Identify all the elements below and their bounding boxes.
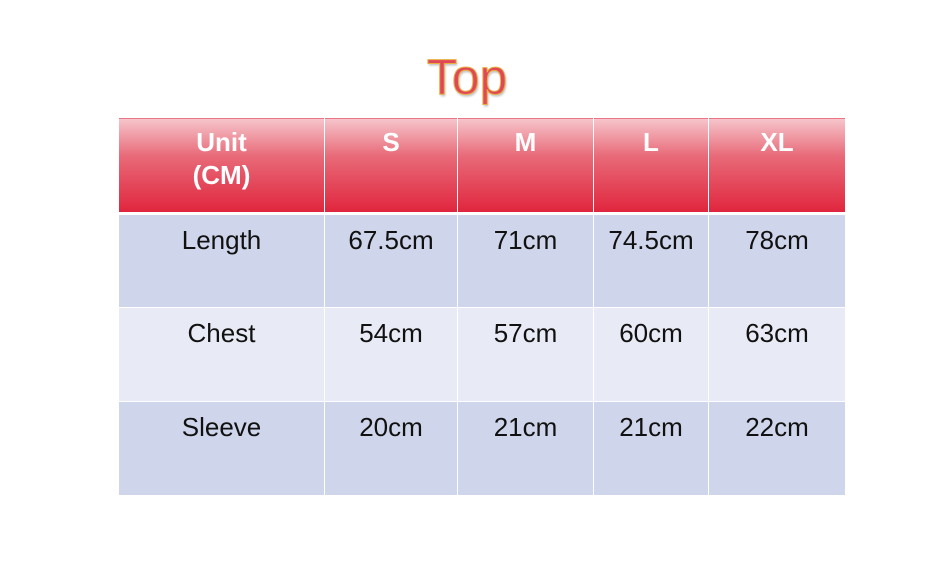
header-unit: Unit (CM): [118, 117, 325, 214]
table-cell: 78cm: [708, 213, 846, 308]
header-l: L: [593, 117, 709, 214]
header-xl: XL: [708, 117, 846, 214]
size-table: Unit (CM) S M L XL Length 67.5cm 71cm 74…: [118, 117, 846, 496]
page-title: Top: [426, 49, 508, 106]
table-cell: 54cm: [324, 307, 458, 402]
header-m: M: [457, 117, 594, 214]
table-row: Length 67.5cm 71cm 74.5cm 78cm: [118, 213, 846, 308]
table-cell: 21cm: [457, 401, 594, 496]
row-label: Chest: [118, 307, 325, 402]
table-cell: 67.5cm: [324, 213, 458, 308]
header-row: Unit (CM) S M L XL: [118, 117, 846, 214]
table-row: Chest 54cm 57cm 60cm 63cm: [118, 307, 846, 402]
table-cell: 21cm: [593, 401, 709, 496]
table-cell: 60cm: [593, 307, 709, 402]
table-cell: 71cm: [457, 213, 594, 308]
table-cell: 20cm: [324, 401, 458, 496]
table-row: Sleeve 20cm 21cm 21cm 22cm: [118, 401, 846, 496]
table-cell: 22cm: [708, 401, 846, 496]
table-cell: 57cm: [457, 307, 594, 402]
table-cell: 74.5cm: [593, 213, 709, 308]
row-label: Sleeve: [118, 401, 325, 496]
row-label: Length: [118, 213, 325, 308]
header-s: S: [324, 117, 458, 214]
table-cell: 63cm: [708, 307, 846, 402]
